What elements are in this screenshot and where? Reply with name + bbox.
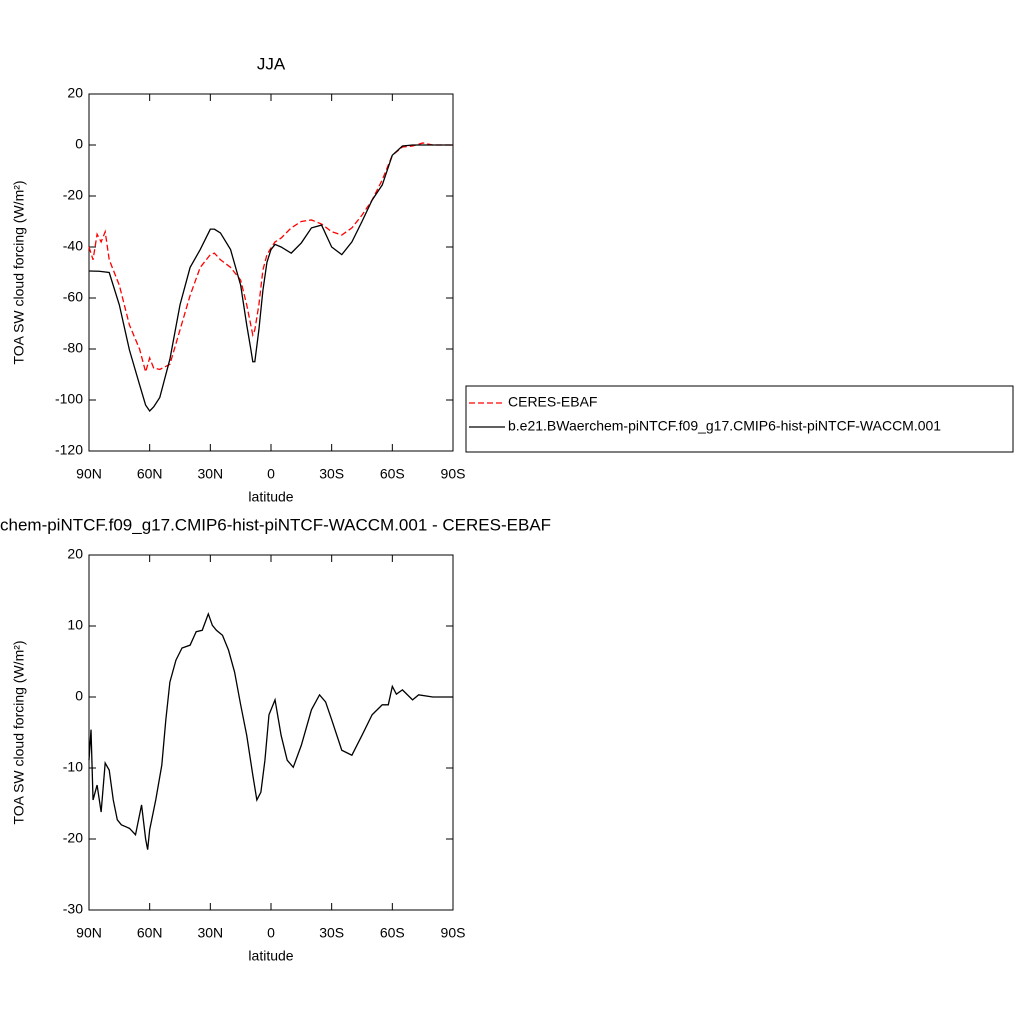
data-line (88, 144, 453, 412)
legend-label: CERES-EBAF (508, 394, 597, 410)
y-tick-label: -100 (55, 391, 83, 407)
legend-box (465, 385, 1014, 453)
y-tick-label: -60 (63, 289, 83, 305)
y-tick-label: -120 (55, 442, 83, 458)
y-axis-label: TOA SW cloud forcing (W/m²) (11, 180, 27, 364)
x-tick-label: 30N (197, 925, 223, 941)
x-tick-label: 60S (380, 925, 405, 941)
x-tick-label: 90S (441, 925, 466, 941)
y-tick-label: -20 (63, 830, 83, 846)
y-axis-label: TOA SW cloud forcing (W/m²) (11, 640, 27, 824)
x-tick-label: 90N (76, 466, 102, 482)
chart-title: JJA (257, 54, 286, 73)
y-tick-label: -20 (63, 187, 83, 203)
y-tick-label: 20 (67, 85, 83, 101)
y-tick-label: -80 (63, 340, 83, 356)
plot-frame (88, 554, 454, 911)
chart-title: chem-piNTCF.f09_g17.CMIP6-hist-piNTCF-WA… (0, 515, 551, 534)
x-tick-label: 60S (380, 466, 405, 482)
x-axis-label: latitude (248, 948, 293, 964)
y-tick-label: 0 (75, 136, 83, 152)
y-tick-label: -10 (63, 759, 83, 775)
y-tick-label: 10 (67, 617, 83, 633)
y-tick-label: 0 (75, 688, 83, 704)
x-tick-label: 30S (319, 925, 344, 941)
x-tick-label: 90N (76, 925, 102, 941)
x-tick-label: 60N (137, 466, 163, 482)
y-tick-label: -40 (63, 238, 83, 254)
legend-label: b.e21.BWaerchem-piNTCF.f09_g17.CMIP6-his… (508, 418, 941, 434)
data-line (88, 612, 453, 850)
x-tick-label: 30S (319, 466, 344, 482)
y-tick-label: 20 (67, 546, 83, 562)
y-tick-label: -30 (63, 901, 83, 917)
x-tick-label: 60N (137, 925, 163, 941)
x-tick-label: 90S (441, 466, 466, 482)
data-line (88, 142, 453, 375)
x-tick-label: 30N (197, 466, 223, 482)
x-axis-label: latitude (248, 489, 293, 505)
x-tick-label: 0 (267, 466, 275, 482)
x-tick-label: 0 (267, 925, 275, 941)
